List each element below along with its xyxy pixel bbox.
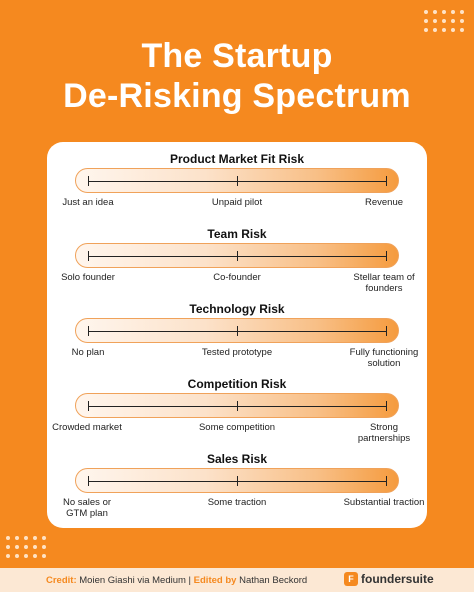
label-mid: Some traction (207, 497, 267, 508)
label-mid: Unpaid pilot (211, 197, 263, 208)
tick-right (386, 401, 387, 411)
spectrum-bar (75, 243, 399, 268)
title-line-1: The Startup (141, 37, 333, 75)
spectrum-bar (75, 393, 399, 418)
decorative-dots-top-right (424, 10, 464, 32)
edited-label: Edited by (193, 575, 237, 586)
risk-title: Team Risk (207, 227, 267, 241)
tick-mid (237, 326, 238, 336)
label-right: Revenue (364, 197, 404, 208)
title-line-2: De-Risking Spectrum (63, 77, 411, 115)
credit-text: Moien Giashi via Medium | (79, 575, 192, 586)
tick-left (88, 476, 89, 486)
label-left: Solo founder (61, 272, 115, 283)
foundersuite-logo: F foundersuite (344, 572, 434, 586)
risk-title: Sales Risk (206, 452, 268, 466)
tick-left (88, 176, 89, 186)
risk-title: Product Market Fit Risk (169, 152, 305, 166)
label-left: Crowded market (52, 422, 122, 433)
edited-text: Nathan Beckord (239, 575, 308, 586)
brand-name: foundersuite (361, 572, 434, 586)
risk-title: Competition Risk (187, 377, 287, 391)
page-title: The Startup De-Risking Spectrum (0, 36, 474, 116)
risk-title: Technology Risk (189, 302, 285, 316)
tick-mid (237, 251, 238, 261)
footer: Credit: Moien Giashi via Medium | Edited… (0, 568, 474, 592)
spectrum-bar (75, 318, 399, 343)
spectrum-bar (75, 468, 399, 493)
credit-line: Credit: Moien Giashi via Medium | Edited… (46, 575, 307, 586)
poster: The Startup De-Risking Spectrum Product … (0, 10, 474, 558)
label-mid: Co-founder (213, 272, 261, 283)
credit-label: Credit: (46, 575, 77, 586)
label-right: Fully functioning solution (349, 347, 419, 369)
label-left: Just an idea (62, 197, 114, 208)
decorative-dots-bottom-left (6, 536, 46, 558)
tick-right (386, 251, 387, 261)
foundersuite-icon: F (344, 572, 358, 586)
label-right: Substantial traction (343, 497, 425, 508)
label-mid: Tested prototype (201, 347, 273, 358)
spectrum-bar (75, 168, 399, 193)
tick-right (386, 476, 387, 486)
label-left: No sales or GTM plan (62, 497, 112, 519)
tick-mid (237, 401, 238, 411)
tick-mid (237, 476, 238, 486)
tick-right (386, 176, 387, 186)
label-right: Strong partnerships (357, 422, 411, 444)
spectrum-card: Product Market Fit Risk Just an idea Unp… (47, 142, 427, 528)
tick-left (88, 326, 89, 336)
tick-right (386, 326, 387, 336)
label-mid: Some competition (198, 422, 276, 433)
tick-left (88, 251, 89, 261)
tick-mid (237, 176, 238, 186)
label-left: No plan (71, 347, 105, 358)
tick-left (88, 401, 89, 411)
label-right: Stellar team of founders (353, 272, 415, 294)
